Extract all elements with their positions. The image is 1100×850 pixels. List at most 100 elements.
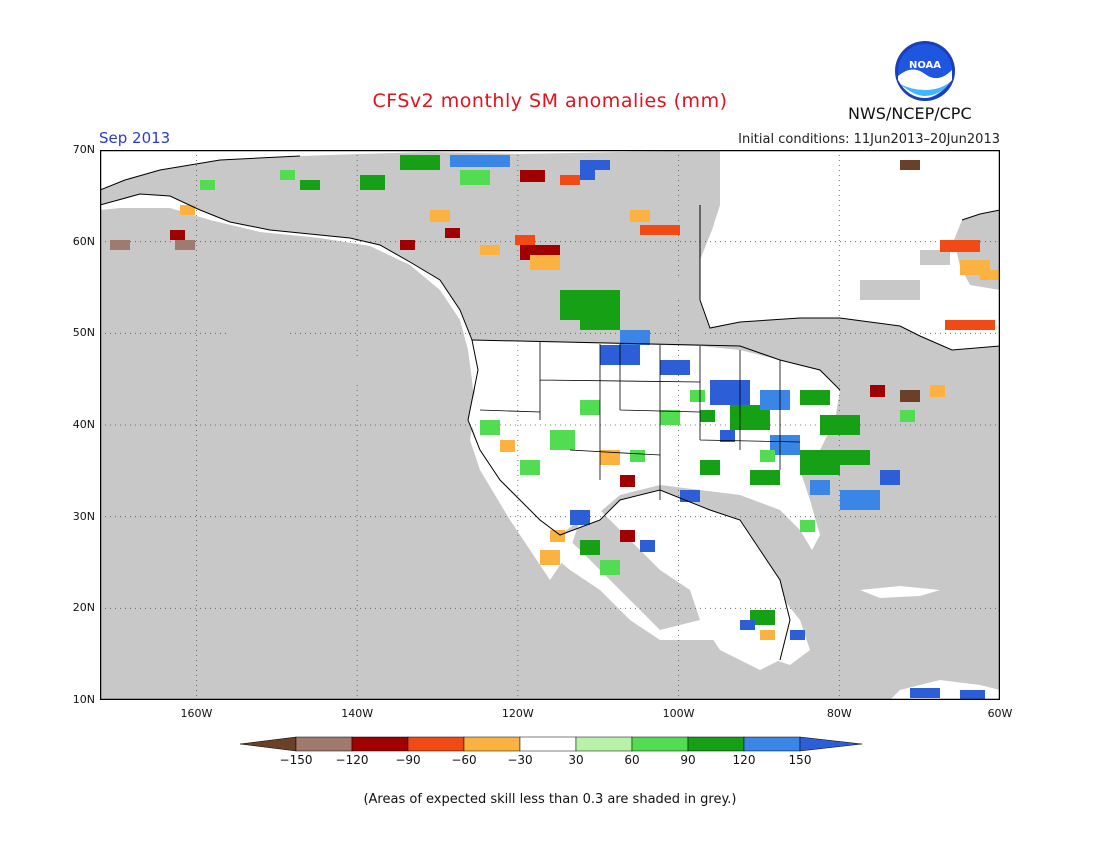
soil-moisture-map bbox=[100, 150, 1000, 700]
lat-label: 70N bbox=[72, 143, 95, 156]
legend-label: −150 bbox=[279, 753, 313, 767]
anomaly-cell bbox=[620, 530, 635, 542]
anomaly-cell bbox=[480, 420, 500, 435]
anomaly-cell bbox=[640, 540, 655, 552]
legend-swatch bbox=[631, 736, 689, 752]
anomaly-cell bbox=[820, 415, 860, 435]
lat-label: 60N bbox=[72, 234, 95, 248]
anomaly-cell bbox=[910, 688, 940, 698]
legend-label: 120 bbox=[732, 753, 756, 767]
legend-label: 150 bbox=[788, 753, 812, 767]
anomaly-cell bbox=[560, 175, 580, 185]
anomaly-cell bbox=[630, 450, 645, 462]
anomaly-cell bbox=[800, 520, 815, 532]
anomaly-cell bbox=[580, 170, 595, 180]
anomaly-cell bbox=[900, 390, 920, 402]
anomaly-cell bbox=[280, 170, 295, 180]
anomaly-cell bbox=[945, 320, 995, 330]
legend-swatch bbox=[295, 736, 353, 752]
anomaly-cell bbox=[430, 210, 450, 222]
anomaly-cell bbox=[690, 390, 705, 402]
anomaly-cell bbox=[640, 225, 680, 235]
anomaly-cell bbox=[980, 270, 1000, 280]
anomaly-cell bbox=[750, 470, 780, 485]
anomaly-cell bbox=[930, 385, 945, 397]
anomaly-cell bbox=[580, 400, 600, 415]
lon-label: 120W bbox=[501, 707, 534, 720]
state-borders bbox=[100, 155, 1000, 661]
low-skill-cell bbox=[350, 360, 390, 385]
lat-label: 40N bbox=[72, 418, 95, 431]
low-skill-cell bbox=[230, 310, 260, 340]
anomaly-cell bbox=[840, 450, 870, 465]
low-skill-cell bbox=[860, 280, 920, 300]
anomaly-cell bbox=[400, 240, 415, 250]
lon-label: 60W bbox=[987, 707, 1013, 720]
lon-label: 140W bbox=[341, 707, 374, 720]
lon-label: 100W bbox=[662, 707, 695, 720]
anomaly-cell bbox=[880, 470, 900, 485]
anomaly-cell bbox=[660, 410, 680, 425]
anomaly-cell bbox=[445, 228, 460, 238]
legend-label: 60 bbox=[624, 753, 640, 767]
anomaly-cell bbox=[550, 430, 575, 450]
lat-label: 50N bbox=[72, 326, 95, 340]
anomaly-cell bbox=[770, 435, 800, 455]
legend-swatch bbox=[575, 736, 633, 752]
low-skill-cell bbox=[260, 325, 290, 345]
anomaly-cell bbox=[460, 170, 490, 185]
legend-triangle-low bbox=[240, 736, 297, 752]
anomaly-cell bbox=[175, 240, 195, 250]
anomaly-cell bbox=[710, 380, 750, 405]
noaa-logo-icon: NOAA bbox=[895, 41, 955, 101]
agency-label: NWS/NCEP/CPC bbox=[848, 104, 972, 123]
anomaly-cell bbox=[960, 690, 985, 700]
anomaly-cell bbox=[580, 540, 600, 555]
anomaly-cell bbox=[700, 410, 715, 422]
low-skill-cell bbox=[660, 280, 690, 300]
anomaly-cell bbox=[760, 630, 775, 640]
anomaly-cell bbox=[900, 160, 920, 170]
anomaly-cell bbox=[540, 550, 560, 565]
anomaly-cells bbox=[110, 155, 1000, 700]
anomaly-cell bbox=[700, 460, 720, 475]
anomaly-cell bbox=[580, 160, 610, 170]
anomaly-cell bbox=[940, 240, 980, 252]
anomaly-cell bbox=[600, 450, 620, 465]
legend-label: −60 bbox=[451, 753, 477, 767]
anomaly-cell bbox=[660, 360, 690, 375]
color-legend bbox=[240, 736, 862, 752]
canada-north-land bbox=[100, 150, 1000, 350]
mexico-land bbox=[480, 450, 810, 665]
map-frame bbox=[100, 150, 1000, 700]
anomaly-cell bbox=[760, 390, 790, 410]
anomaly-cell bbox=[620, 475, 635, 487]
anomaly-cell bbox=[550, 530, 565, 542]
anomaly-cell bbox=[800, 450, 840, 475]
low-skill-cell bbox=[920, 250, 950, 265]
anomaly-cell bbox=[360, 175, 385, 190]
cuba-land bbox=[860, 586, 940, 598]
anomaly-cell bbox=[840, 490, 880, 510]
legend-label: −120 bbox=[335, 753, 369, 767]
anomaly-cell bbox=[680, 490, 700, 502]
anomaly-cell bbox=[515, 235, 535, 245]
anomaly-cell bbox=[800, 390, 830, 405]
legend-triangle-high bbox=[799, 736, 862, 752]
anomaly-cell bbox=[750, 610, 775, 625]
anomaly-cell bbox=[520, 170, 545, 182]
legend-swatch bbox=[743, 736, 801, 752]
anomaly-cell bbox=[810, 480, 830, 495]
lat-label: 10N bbox=[72, 693, 95, 706]
footnote: (Areas of expected skill less than 0.3 a… bbox=[363, 792, 737, 807]
anomaly-cell bbox=[600, 560, 620, 575]
anomaly-cell bbox=[110, 240, 130, 250]
anomaly-cell bbox=[400, 155, 440, 170]
lon-label: 160W bbox=[180, 707, 213, 720]
legend-swatch bbox=[687, 736, 745, 752]
initial-conditions: Initial conditions: 11Jun2013–20Jun2013 bbox=[738, 132, 1000, 147]
anomaly-cell bbox=[630, 210, 650, 222]
anomaly-cell bbox=[760, 450, 775, 462]
anomaly-cell bbox=[790, 630, 805, 640]
anomaly-cell bbox=[520, 460, 540, 475]
